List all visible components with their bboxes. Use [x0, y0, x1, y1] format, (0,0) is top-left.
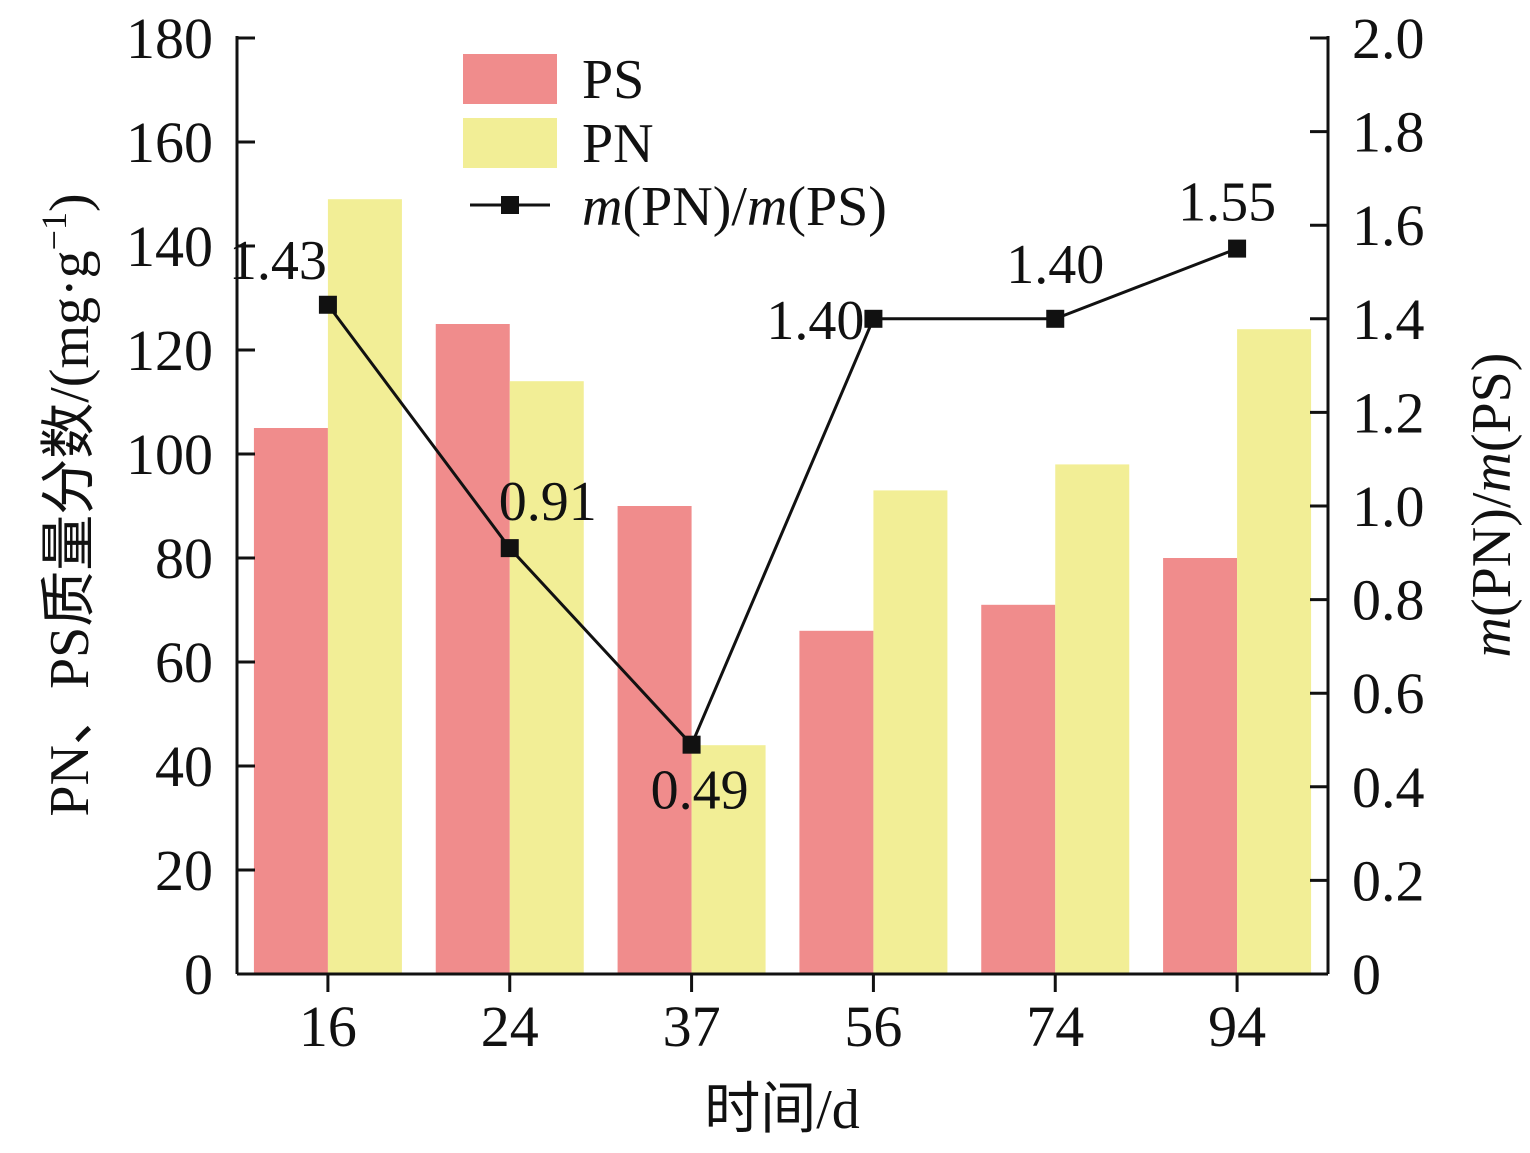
text-part: m: [1461, 617, 1523, 657]
right-tick-label: 1.2: [1352, 380, 1425, 445]
ratio-data-label-94: 1.55: [1178, 172, 1276, 234]
x-axis-title: 时间/d: [704, 1079, 860, 1141]
x-tick-label: 16: [299, 994, 357, 1059]
x-tick-label: 56: [844, 994, 902, 1059]
left-tick-label: 60: [155, 630, 213, 695]
left-tick-label: 120: [126, 318, 213, 383]
ratio-marker-94: [1228, 239, 1247, 258]
text-part: (PN)/: [1461, 492, 1523, 617]
text-part: (PS): [787, 176, 887, 238]
bar-pn-37: [691, 745, 766, 974]
bar-pn-94: [1237, 329, 1312, 974]
bar-ps-24: [435, 324, 510, 974]
legend-label-ratio: m(PN)/m(PS): [582, 176, 887, 238]
right-tick-label: 0.4: [1352, 755, 1425, 820]
left-tick-label: 140: [126, 214, 213, 279]
right-y-axis-title: m(PN)/m(PS): [1461, 353, 1523, 658]
ratio-data-label-74: 1.40: [1006, 234, 1104, 296]
legend-marker-ratio: [501, 196, 519, 214]
x-tick-label: 37: [663, 994, 721, 1059]
right-tick-label: 1.8: [1352, 100, 1425, 165]
ratio-marker-24: [500, 539, 519, 558]
bar-ps-16: [253, 428, 328, 974]
left-tick-label: 180: [126, 6, 213, 71]
left-y-axis-title-sup: −1: [34, 212, 74, 250]
bars-layer: [253, 199, 1312, 974]
left-y-axis-title: PN、PS质量分数/(mg·g−1): [34, 193, 101, 816]
text-part: (PN)/: [622, 176, 747, 238]
bar-ps-37: [617, 506, 692, 974]
bar-pn-24: [509, 381, 584, 974]
legend-label-pn: PN: [582, 113, 654, 175]
legend-swatch-ps: [463, 54, 557, 104]
x-tick-label: 24: [481, 994, 539, 1059]
x-tick-label: 74: [1026, 994, 1084, 1059]
right-tick-label: 0.2: [1352, 848, 1425, 913]
ratio-data-label-16: 1.43: [229, 230, 327, 292]
right-tick-label: 0.8: [1352, 568, 1425, 633]
left-tick-label: 40: [155, 734, 213, 799]
left-y-axis-title-close: ): [39, 193, 101, 212]
ratio-data-label-56: 1.40: [766, 290, 864, 352]
bar-pn-74: [1055, 464, 1130, 974]
right-tick-label: 0.6: [1352, 661, 1425, 726]
ratio-marker-74: [1046, 309, 1065, 328]
left-tick-label: 20: [155, 838, 213, 903]
text-part: m: [582, 176, 622, 238]
text-part: m: [1461, 452, 1523, 492]
left-tick-label: 100: [126, 422, 213, 487]
left-y-axis-title-main: PN、PS质量分数/(mg·g: [39, 250, 101, 816]
ratio-marker-16: [318, 295, 337, 314]
x-tick-label: 94: [1208, 994, 1266, 1059]
text-part: m: [747, 176, 787, 238]
ratio-data-label-37: 0.49: [651, 760, 749, 822]
bar-pn-56: [873, 490, 948, 974]
line-layer: [318, 239, 1247, 754]
right-tick-label: 1.6: [1352, 193, 1425, 258]
left-tick-label: 160: [126, 110, 213, 175]
text-part: (PS): [1461, 353, 1523, 453]
bar-ps-94: [1163, 558, 1238, 974]
bar-pn-16: [327, 199, 402, 974]
axes-layer: 0 20 40 60 80 100 120 140 160 180 0 0.2 0.4 0.6 0.8 1.0…: [34, 6, 1523, 1141]
right-tick-label: 1.0: [1352, 474, 1425, 539]
right-tick-label: 2.0: [1352, 6, 1425, 71]
bar-ps-74: [981, 604, 1056, 974]
ratio-marker-56: [864, 309, 883, 328]
left-tick-label: 80: [155, 526, 213, 591]
ratio-data-label-24: 0.91: [499, 471, 597, 533]
bar-ps-56: [799, 630, 874, 974]
ratio-marker-37: [682, 735, 701, 754]
legend-label-ps: PS: [582, 49, 644, 111]
labels-layer: 1.43 0.91 0.49 1.40 1.40 1.55: [229, 172, 1276, 822]
ratio-line: [326, 247, 1238, 748]
left-tick-label: 0: [184, 942, 213, 1007]
right-tick-label: 1.4: [1352, 287, 1425, 352]
right-tick-label: 0: [1352, 942, 1381, 1007]
legend-swatch-pn: [463, 118, 557, 168]
